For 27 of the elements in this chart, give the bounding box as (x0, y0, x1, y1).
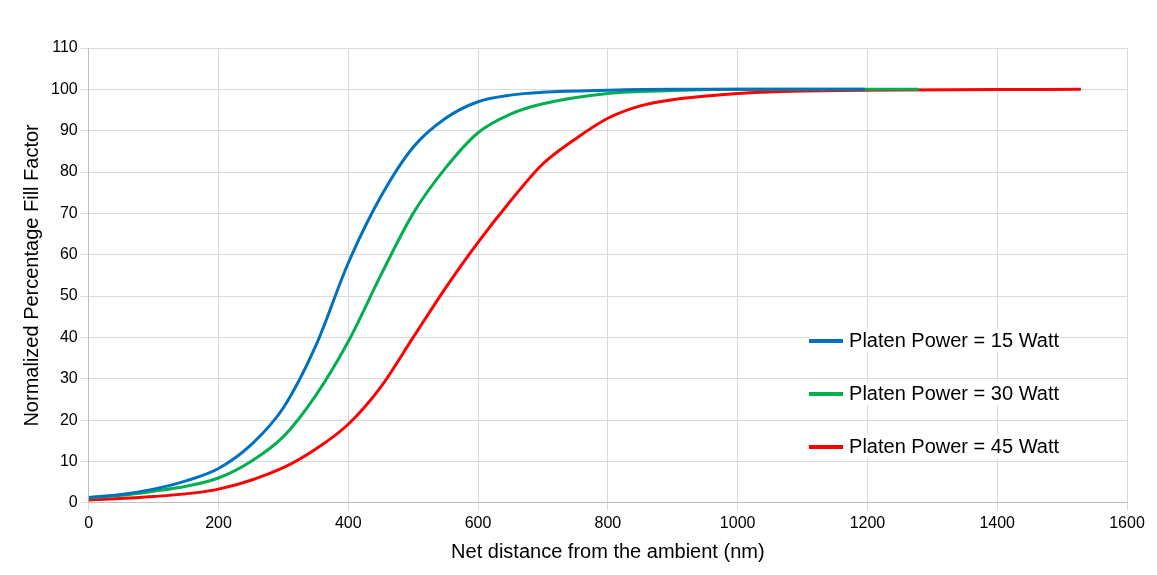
y-axis-title: Normalized Percentage Fill Factor (19, 123, 42, 427)
x-tick-label: 1200 (849, 513, 886, 531)
y-tick-label: 90 (59, 121, 78, 139)
x-axis-title: Net distance from the ambient (nm) (451, 539, 765, 562)
y-tick-label: 40 (59, 327, 78, 345)
y-tick-label: 10 (59, 451, 78, 469)
x-tick-label: 800 (594, 513, 622, 531)
y-tick-label: 20 (59, 410, 78, 428)
y-tick-label: 70 (59, 203, 78, 221)
x-tick-label: 200 (205, 513, 232, 531)
legend-label: Platen Power = 45 Watt (849, 435, 1059, 458)
legend-label: Platen Power = 30 Watt (849, 382, 1059, 405)
y-tick-label: 0 (68, 493, 78, 511)
y-tick-label: 80 (59, 162, 78, 180)
y-tick-label: 110 (52, 38, 78, 56)
y-tick-label: 60 (59, 245, 78, 263)
x-tick-label: 1400 (979, 513, 1016, 531)
line-series (88, 87, 1083, 502)
legend-label: Platen Power = 15 Watt (849, 329, 1059, 352)
x-tick-label: 1600 (1109, 513, 1145, 531)
x-tick-label: 1000 (719, 513, 756, 531)
y-tick-label: 30 (59, 369, 78, 387)
x-tick-label: 0 (84, 513, 94, 531)
y-tick-label: 50 (59, 286, 78, 304)
y-tick-label: 100 (50, 79, 78, 97)
x-tick-label: 400 (334, 513, 362, 531)
x-tick-label: 600 (464, 513, 492, 531)
